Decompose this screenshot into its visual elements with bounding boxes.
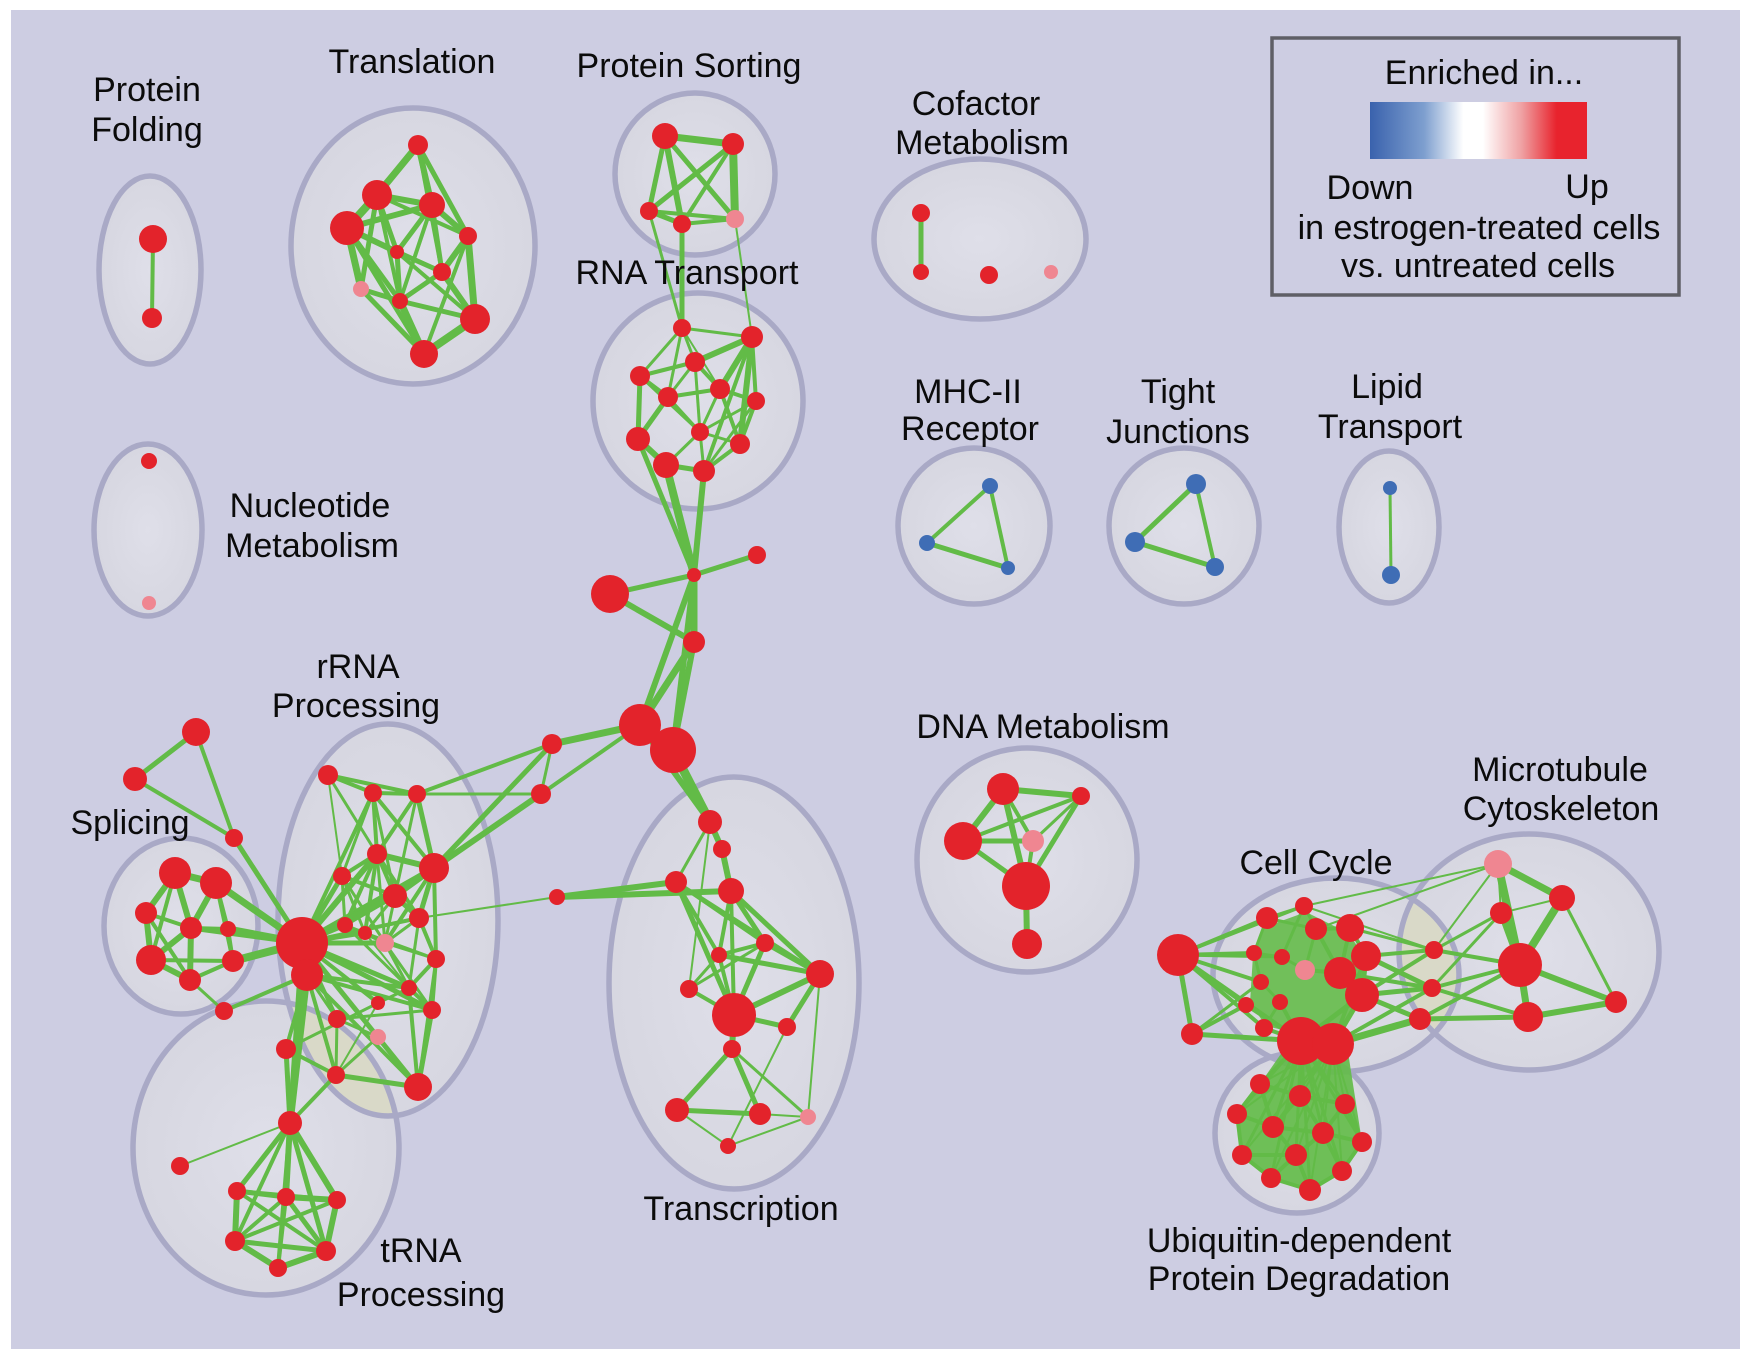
svg-text:Nucleotide: Nucleotide [230, 487, 391, 525]
svg-text:tRNA: tRNA [380, 1232, 462, 1270]
svg-text:Receptor: Receptor [901, 410, 1039, 448]
svg-text:MHC-II: MHC-II [914, 373, 1022, 411]
svg-text:Protein Sorting: Protein Sorting [577, 47, 802, 85]
svg-text:Microtubule: Microtubule [1472, 751, 1648, 789]
svg-text:Metabolism: Metabolism [225, 527, 399, 565]
svg-text:Processing: Processing [272, 687, 440, 725]
svg-text:DNA Metabolism: DNA Metabolism [916, 708, 1169, 746]
svg-text:Protein Degradation: Protein Degradation [1148, 1260, 1450, 1298]
svg-text:Enriched in...: Enriched in... [1385, 54, 1583, 92]
svg-text:Cytoskeleton: Cytoskeleton [1463, 790, 1660, 828]
svg-text:Ubiquitin-dependent: Ubiquitin-dependent [1147, 1222, 1452, 1260]
svg-text:rRNA: rRNA [316, 648, 399, 686]
svg-text:vs. untreated cells: vs. untreated cells [1341, 247, 1615, 285]
svg-text:Cell Cycle: Cell Cycle [1239, 844, 1392, 882]
svg-text:Up: Up [1565, 168, 1608, 206]
svg-text:RNA Transport: RNA Transport [576, 254, 800, 292]
svg-text:Translation: Translation [329, 43, 496, 81]
svg-text:Transcription: Transcription [643, 1190, 838, 1228]
svg-text:Junctions: Junctions [1106, 413, 1250, 451]
svg-text:in estrogen-treated cells: in estrogen-treated cells [1298, 209, 1661, 247]
svg-text:Processing: Processing [337, 1276, 505, 1314]
svg-text:Cofactor: Cofactor [912, 85, 1041, 123]
svg-text:Tight: Tight [1141, 373, 1216, 411]
svg-text:Folding: Folding [91, 111, 203, 149]
svg-text:Down: Down [1327, 169, 1414, 207]
svg-text:Transport: Transport [1318, 408, 1463, 446]
svg-text:Splicing: Splicing [70, 804, 189, 842]
svg-text:Lipid: Lipid [1351, 368, 1423, 406]
svg-text:Metabolism: Metabolism [895, 124, 1069, 162]
svg-text:Protein: Protein [93, 71, 201, 109]
